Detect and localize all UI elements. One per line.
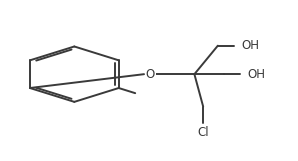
Text: O: O: [146, 68, 155, 81]
Text: OH: OH: [247, 68, 265, 81]
Text: OH: OH: [241, 39, 259, 52]
Text: Cl: Cl: [197, 126, 209, 139]
